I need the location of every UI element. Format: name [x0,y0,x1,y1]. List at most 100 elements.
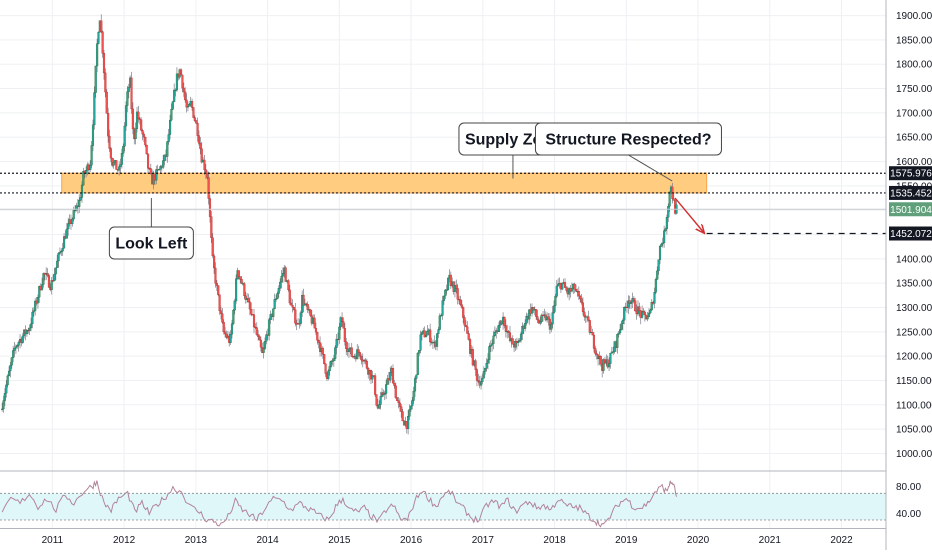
candle-up [21,335,24,343]
candle-down [672,198,675,201]
candle-up [383,393,386,395]
candle-down [400,406,403,412]
price-tag-label: 1501.904 [890,205,932,216]
candle-down [46,273,49,276]
candle-up [525,315,528,324]
candle-down [643,311,646,316]
candle-up [2,400,5,410]
candle-down [192,107,195,118]
candle-up [609,353,612,364]
candle-down [210,216,213,238]
candle-down [184,91,187,101]
candle-down [101,31,104,54]
price-tag-label: 1535.452 [890,188,932,199]
y-tick-label: 1600.000 [896,157,932,168]
candle-down [319,342,322,352]
candle-up [616,334,619,348]
candle-up [623,307,626,321]
y-tick-label: 1400.000 [896,254,932,265]
candle-down [130,77,133,110]
x-tick-label: 2014 [256,535,279,546]
candle-down [290,302,293,306]
candle-down [252,314,256,328]
x-tick-label: 2019 [615,535,638,546]
x-tick-label: 2021 [759,535,782,546]
candle-up [127,87,130,92]
candle-up [112,162,115,166]
candle-up [53,273,56,281]
candle-up [263,341,267,349]
candle-down [594,348,597,354]
candle-up [162,160,165,168]
candle-up [262,348,265,353]
candle-up [555,285,558,297]
candle-down [294,309,297,324]
candle-up [646,316,649,320]
candle-down [358,352,362,357]
candle-up [12,350,15,358]
candle-up [3,393,6,401]
candle-up [279,281,282,289]
candle-up [668,191,671,207]
candle-down [429,329,432,343]
candle-down [108,135,111,149]
candle-up [653,292,656,304]
y-tick-label: 1050.000 [896,425,932,436]
candle-down [638,306,641,312]
candle-down [511,338,514,345]
candle-up [58,251,62,254]
candle-up [627,300,630,308]
candle-down [100,20,103,32]
candle-down [463,317,466,326]
candle-up [13,348,16,351]
candle-up [480,381,483,386]
candle-up [118,166,121,171]
supply-zone-box [61,172,708,194]
price-tag [889,202,932,217]
candle-down [573,283,576,290]
candle-up [71,218,74,225]
candle-down [477,380,480,382]
y-tick-label: 1800.000 [896,60,932,71]
candle-up [124,105,128,127]
candle-down [284,267,287,282]
y-tick-label: 1350.000 [896,279,932,290]
candle-down [469,339,472,354]
candle-up [94,65,97,93]
candle-down [193,117,196,121]
candle-up [660,243,663,247]
candle-down [343,328,346,342]
candle-up [60,250,63,253]
candle-up [276,293,279,299]
candle-down [102,53,106,74]
candle-up [570,288,573,292]
candle-up [371,375,374,380]
candle-up [408,409,411,417]
candle-up [157,169,161,171]
candle-up [356,349,359,360]
grid-layer [0,0,886,528]
candle-down [394,385,397,398]
y-tick-label: 1650.000 [896,133,932,144]
candle-up [1,408,4,410]
candle-up [17,342,20,346]
candle-down [581,302,584,313]
look-left-callout-box [108,226,194,260]
candle-up [97,32,100,44]
candle-down [243,283,246,297]
candle-down [316,331,319,341]
candle-up [485,362,488,369]
candle-up [78,200,81,207]
candle-up [36,297,39,304]
candle-up [167,134,170,142]
candle-up [413,378,417,392]
candle-down [196,123,199,136]
candle-up [557,283,560,287]
candle-up [335,338,338,348]
candle-up [385,384,388,394]
candle-down [298,323,301,325]
candle-down [577,291,580,297]
candle-down [145,144,148,154]
candle-up [658,246,662,260]
